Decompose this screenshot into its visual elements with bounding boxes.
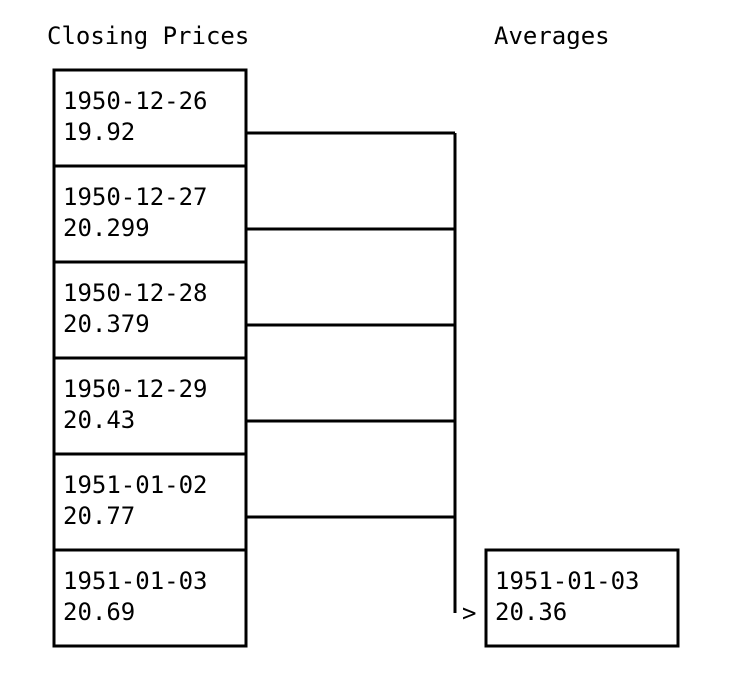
price-box (52, 452, 248, 552)
right-header: Averages (494, 22, 610, 50)
left-header: Closing Prices (47, 22, 249, 50)
average-date: 1951-01-03 (495, 567, 640, 595)
price-date: 1950-12-27 (63, 183, 208, 211)
price-value: 20.69 (63, 598, 135, 626)
price-date: 1950-12-28 (63, 279, 208, 307)
price-date: 1950-12-29 (63, 375, 208, 403)
price-date: 1951-01-02 (63, 471, 208, 499)
price-value: 19.92 (63, 118, 135, 146)
price-box (52, 260, 248, 360)
price-date: 1950-12-26 (63, 87, 208, 115)
price-box (52, 164, 248, 264)
price-value: 20.379 (63, 310, 150, 338)
price-box (52, 548, 248, 648)
price-box (52, 356, 248, 456)
price-value: 20.43 (63, 406, 135, 434)
price-value: 20.77 (63, 502, 135, 530)
average-value: 20.36 (495, 598, 567, 626)
arrow-head: > (462, 599, 476, 627)
average-box (484, 548, 680, 648)
price-date: 1951-01-03 (63, 567, 208, 595)
price-value: 20.299 (63, 214, 150, 242)
